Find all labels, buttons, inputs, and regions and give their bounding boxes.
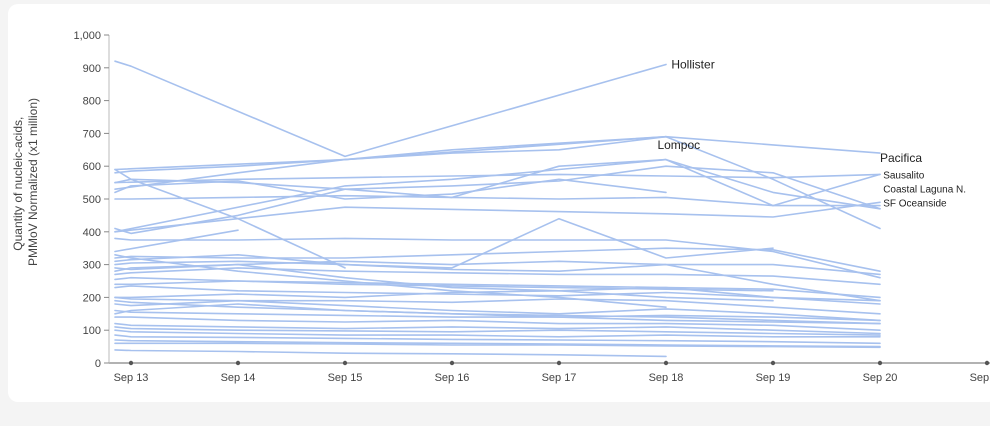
y-axis-title-line-1: Quantity of nucleic-acids,: [11, 117, 25, 251]
series-line-15: [114, 217, 774, 269]
y-tick-label: 800: [83, 96, 101, 108]
series-line-37: [114, 280, 774, 292]
y-tick-label: 700: [83, 128, 101, 140]
series-annotation: SF Oceanside: [883, 198, 947, 209]
series-line-19: [114, 254, 881, 302]
y-tick-label: 1,000: [73, 30, 101, 42]
series-line-23: [114, 309, 881, 325]
annotation-layer: Hollister Lompoc Pacifica Sausalito Coastal …: [657, 58, 966, 210]
y-tick-label: 400: [83, 227, 101, 239]
x-tick-dot: [984, 360, 990, 366]
x-tick-label: Sep 16: [435, 372, 470, 384]
series-line-36: [114, 326, 881, 336]
series-line-17: [114, 267, 881, 286]
series-line-13: [114, 237, 881, 279]
series-line-11: [114, 168, 346, 269]
series-line-34: [114, 254, 667, 309]
series-line-10: [114, 165, 881, 235]
x-tick-dot: [342, 360, 348, 366]
y-tick-label: 200: [83, 292, 101, 304]
y-tick-label: 100: [83, 325, 101, 337]
series-annotation: Pacifica: [880, 151, 922, 165]
series-line-35: [114, 342, 881, 349]
series-line-12: [114, 229, 239, 253]
series-annotation: Lompoc: [657, 138, 700, 152]
series-line-2: [114, 135, 881, 190]
x-tick-dot: [877, 360, 883, 366]
series-line-27: [114, 334, 881, 345]
x-tick-label: Sep 15: [328, 372, 363, 384]
x-tick-dot: [128, 360, 134, 366]
y-tick-label: 300: [83, 260, 101, 272]
series-annotation: Hollister: [671, 58, 714, 72]
series-line-26: [114, 329, 881, 338]
series-line-24: [114, 316, 881, 332]
y-axis-title-line-2: PMMoV Normalized (x1 million): [26, 98, 40, 266]
chart-card: 0 100 200 300 400 500 600 700 800 900 1,000 Sep 13 S…: [8, 4, 990, 402]
y-tick-label: 600: [83, 161, 101, 173]
series-line-14: [114, 247, 881, 273]
series-line-29: [114, 349, 667, 358]
series-line-21: [114, 296, 881, 315]
x-tick-label: Sep 13: [114, 372, 149, 384]
x-tick-label: Sep 20: [863, 372, 898, 384]
x-tick-label: Sep 18: [649, 372, 684, 384]
series-line-18: [114, 276, 881, 299]
line-chart: 0 100 200 300 400 500 600 700 800 900 1,000 Sep 13 S…: [11, 30, 990, 384]
x-tick-label: Sep 21: [970, 372, 990, 384]
x-tick-dot: [770, 360, 776, 366]
series-line-20: [114, 285, 881, 305]
series-line-32: [114, 263, 774, 302]
y-tick-label: 500: [83, 194, 101, 206]
series-line-6: [114, 135, 881, 230]
series-line-0: [114, 60, 667, 158]
series-line-33: [114, 299, 881, 325]
x-tick-label: Sep 19: [756, 372, 791, 384]
series-line-9: [114, 194, 881, 207]
x-tick-label: Sep 17: [542, 372, 577, 384]
series-line-8: [114, 178, 667, 200]
y-tick-label: 0: [95, 358, 101, 370]
axis-layer: 0 100 200 300 400 500 600 700 800 900 1,000 Sep 13 S…: [73, 30, 990, 384]
x-tick-dot: [556, 360, 562, 366]
series-line-25: [114, 322, 881, 335]
y-tick-label: 900: [83, 63, 101, 75]
y-axis-title: Quantity of nucleic-acids, PMMoV Normali…: [11, 98, 40, 266]
x-tick-dot: [235, 360, 241, 366]
series-annotation: Sausalito: [883, 170, 925, 181]
series-layer: [114, 60, 881, 358]
series-line-16: [114, 260, 881, 276]
series-line-30: [114, 286, 881, 302]
series-line-5: [114, 201, 881, 233]
x-tick-dot: [449, 360, 455, 366]
series-line-4: [114, 158, 881, 233]
x-tick-label: Sep 14: [221, 372, 256, 384]
x-tick-dot: [663, 360, 669, 366]
series-annotation: Coastal Laguna N.: [883, 185, 966, 196]
